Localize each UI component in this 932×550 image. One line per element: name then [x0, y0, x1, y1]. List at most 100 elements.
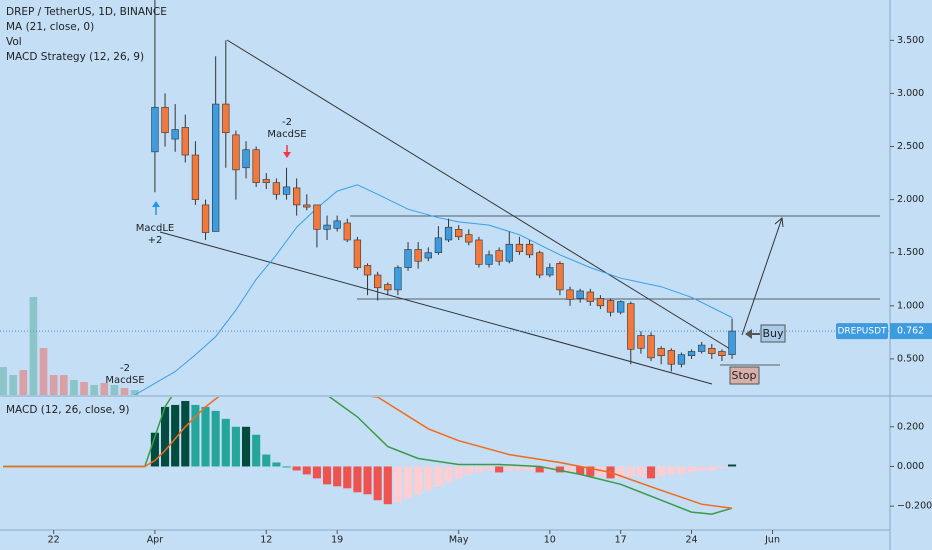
candle-body: [546, 267, 554, 276]
candle-body: [455, 229, 463, 238]
histogram-bar: [322, 466, 332, 485]
candle-body: [191, 154, 200, 200]
chart-title: DREP / TetherUS, 1D, BINANCE: [6, 6, 167, 18]
arrow-head: [774, 217, 784, 228]
projection-arrow: [741, 217, 783, 336]
histogram-bar: [454, 466, 463, 479]
volume-bar: [110, 385, 119, 395]
candle-body: [394, 267, 402, 291]
x-tick-label: Apr: [147, 535, 164, 546]
signal-short: -2 MacdSE: [105, 363, 144, 386]
histogram-bar: [393, 466, 402, 503]
x-tick-label: 22: [48, 535, 60, 546]
histogram-bar: [687, 466, 696, 473]
candle-body: [424, 252, 432, 259]
histogram-bar: [373, 466, 382, 501]
x-tick-label: Jun: [764, 535, 780, 546]
histogram-bar: [343, 466, 352, 489]
candle-body: [303, 204, 311, 208]
x-tick-label: 24: [686, 535, 698, 546]
volume-bar: [100, 383, 109, 395]
annotation: Buy: [762, 327, 784, 340]
symbol-tag: [836, 323, 888, 340]
candle-body: [505, 243, 513, 262]
candle-body: [576, 290, 584, 299]
candle-body: [617, 301, 625, 313]
x-tick-label: 10: [544, 535, 556, 546]
candle-body: [465, 234, 473, 243]
candle-body: [657, 347, 665, 357]
annotation: -2: [282, 117, 292, 128]
candle-body: [687, 351, 696, 357]
histogram-bar: [626, 466, 635, 477]
histogram-bar: [717, 466, 726, 469]
histogram-bar: [657, 466, 666, 477]
histogram-bar: [444, 466, 453, 483]
buy-callout: Buy: [745, 324, 786, 343]
candle-body: [272, 182, 281, 195]
histogram-bar: [667, 466, 676, 475]
candle-body: [515, 243, 524, 252]
y-tick-label: 0.200: [897, 421, 924, 432]
candle-body: [232, 134, 240, 171]
annotation: Stop: [731, 369, 756, 382]
volume-bar: [90, 385, 99, 395]
candle-body: [698, 344, 706, 352]
histogram-bar: [171, 404, 180, 467]
candle-body: [404, 249, 412, 268]
histogram-bar: [211, 410, 220, 467]
trendline: [226, 39, 736, 353]
candle-body: [485, 254, 493, 265]
y-tick-label: 0.000: [897, 461, 924, 472]
histogram-bar: [646, 466, 656, 479]
signal-long: MacdLE +2: [136, 201, 175, 246]
histogram-bar: [535, 466, 544, 473]
histogram-bar: [474, 466, 483, 473]
candle-body: [444, 226, 453, 241]
candle-body: [282, 186, 291, 195]
histogram-bar: [697, 466, 706, 471]
histogram-bar: [383, 466, 392, 505]
histogram-bar: [434, 466, 443, 487]
signal-short: -2 MacdSE: [267, 117, 307, 158]
annotation: MacdSE: [105, 375, 144, 386]
candle-body: [606, 300, 615, 313]
candle-body: [353, 239, 362, 268]
histogram-bar: [272, 462, 281, 467]
volume-bar: [19, 370, 28, 395]
volume-bar: [29, 297, 38, 395]
y-tick-label: 2.500: [897, 141, 924, 152]
candle-body: [596, 298, 605, 307]
candle-body: [414, 249, 422, 262]
volume-bar: [120, 388, 129, 395]
volume-bar: [70, 380, 78, 395]
candle-body: [667, 350, 675, 365]
volume-bar: [80, 382, 88, 395]
histogram-bar: [221, 418, 230, 467]
histogram-bar: [565, 466, 575, 473]
candle-body: [343, 222, 351, 241]
signal-line: [3, 397, 733, 509]
candle-body: [313, 204, 321, 230]
y-tick-label: 1.500: [897, 247, 924, 258]
ma-line: [134, 184, 733, 395]
annotation: MacdLE: [136, 223, 175, 234]
candle-body: [728, 330, 736, 355]
candle-body: [201, 204, 210, 233]
histogram-bar: [252, 434, 261, 467]
axes: 0.5001.0001.5002.0002.5003.0003.5001522A…: [48, 35, 932, 546]
macd-title: MACD (12, 26, close, 9): [6, 404, 129, 416]
indicator-label: Vol: [6, 36, 22, 48]
candle-body: [637, 335, 645, 349]
histogram-bar: [231, 426, 240, 467]
volume-bar: [59, 375, 68, 395]
arrow-head: [152, 201, 160, 207]
histogram-bar: [403, 466, 413, 499]
macd-line: [3, 397, 733, 515]
arrow-head: [283, 152, 291, 158]
candle-body: [374, 274, 382, 289]
candle-body: [151, 106, 159, 153]
histogram-bar: [586, 466, 595, 477]
candle-body: [536, 252, 544, 276]
